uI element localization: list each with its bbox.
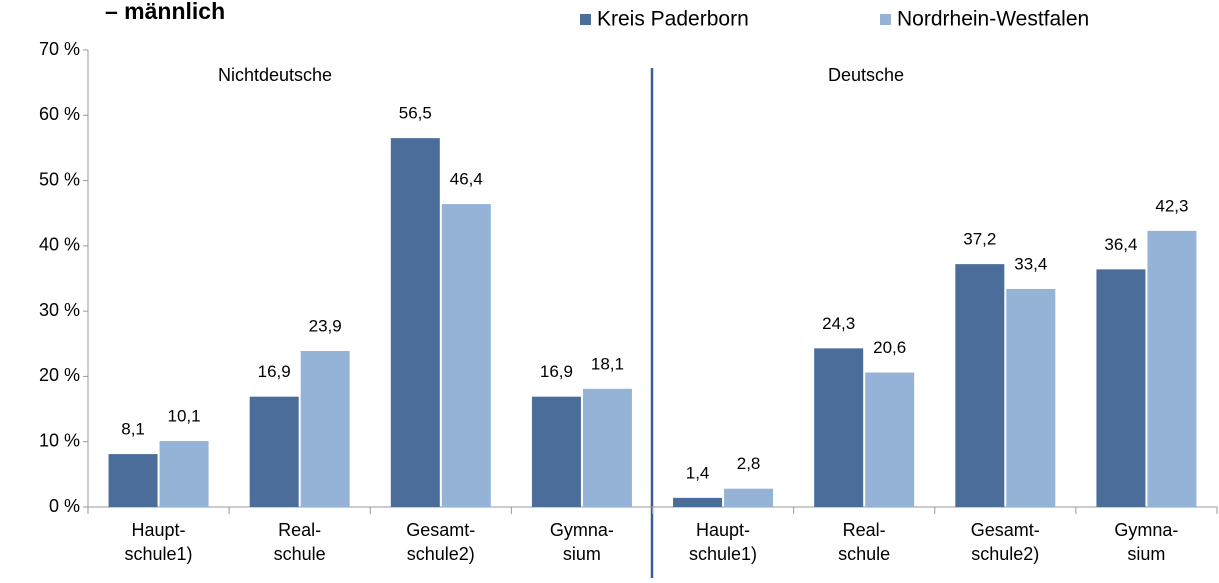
bar: [1147, 230, 1197, 507]
x-tick-label: Gymna- sium: [549, 520, 614, 564]
value-label: 42,3: [1155, 196, 1188, 215]
chart-title: – männlich: [105, 0, 225, 24]
value-label: 56,5: [399, 104, 432, 123]
bar: [724, 488, 774, 507]
value-label: 36,4: [1104, 235, 1137, 254]
bar: [300, 350, 350, 507]
bar: [955, 264, 1005, 507]
bar: [108, 454, 158, 507]
value-label: 23,9: [309, 316, 342, 335]
value-label: 37,2: [963, 230, 996, 249]
bar: [1006, 288, 1056, 507]
value-label: 1,4: [686, 463, 710, 482]
y-tick-label: 60 %: [39, 104, 80, 124]
legend-swatch: [880, 14, 891, 25]
bar: [249, 396, 299, 507]
value-label: 8,1: [121, 420, 145, 439]
legend-label: Nordrhein-Westfalen: [897, 8, 1089, 31]
value-label: 18,1: [591, 354, 624, 373]
y-tick-label: 50 %: [39, 169, 80, 189]
value-label: 2,8: [737, 454, 761, 473]
x-tick-label: Haupt- schule1): [688, 520, 758, 564]
bar: [531, 396, 581, 507]
legend-label: Kreis Paderborn: [597, 8, 749, 31]
bar: [1096, 269, 1146, 507]
value-label: 10,1: [168, 407, 201, 426]
y-tick-label: 30 %: [39, 300, 80, 320]
bar: [441, 204, 491, 507]
bar: [814, 348, 864, 507]
bar: [159, 441, 209, 507]
value-label: 46,4: [450, 170, 483, 189]
bar: [390, 138, 440, 507]
annotation: Deutsche: [828, 65, 904, 85]
x-tick-label: Real- schule: [273, 520, 326, 564]
value-label: 24,3: [822, 314, 855, 333]
value-label: 16,9: [540, 362, 573, 381]
x-tick-label: Real- schule: [838, 520, 891, 564]
y-tick-label: 20 %: [39, 365, 80, 385]
bar: [865, 372, 915, 507]
y-tick-label: 10 %: [39, 430, 80, 450]
legend-swatch: [580, 14, 591, 25]
x-tick-label: Haupt- schule1): [124, 520, 193, 564]
value-label: 16,9: [258, 362, 291, 381]
annotation: Nichtdeutsche: [218, 65, 332, 85]
value-label: 33,4: [1014, 254, 1047, 273]
bar: [673, 497, 723, 507]
x-tick-label: Gesamt- schule2): [406, 520, 476, 564]
value-label: 20,6: [873, 338, 906, 357]
y-tick-label: 0 %: [49, 496, 80, 516]
x-tick-label: Gymna- sium: [1114, 520, 1179, 564]
bar: [582, 388, 632, 507]
x-tick-label: Gesamt- schule2): [970, 520, 1040, 564]
y-tick-label: 40 %: [39, 235, 80, 255]
y-tick-label: 70 %: [39, 39, 80, 59]
